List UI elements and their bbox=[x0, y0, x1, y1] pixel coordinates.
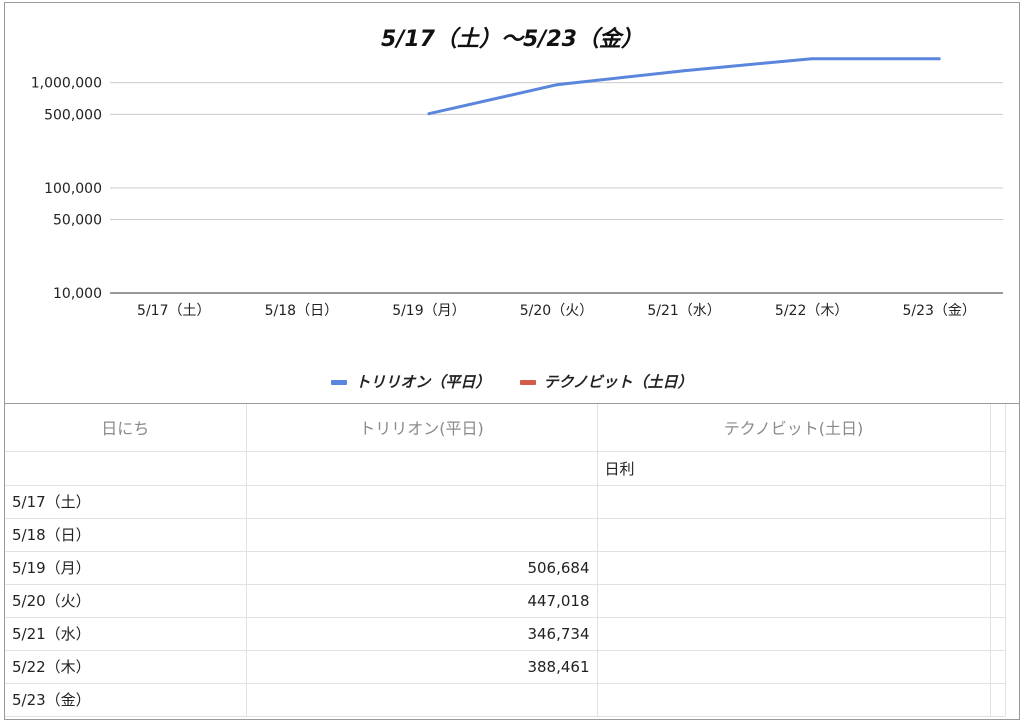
y-tick-label: 1,000,000 bbox=[31, 76, 102, 92]
table-cell[interactable]: 5/19（月） bbox=[5, 551, 247, 585]
table-cell[interactable] bbox=[597, 485, 991, 519]
table-cell[interactable] bbox=[597, 617, 991, 651]
data-point bbox=[555, 83, 558, 87]
chart-plot: 10,000 50,000 100,000 500,000 1,000,000 5/17（… bbox=[31, 57, 1003, 319]
chart-title: 5/17（土）〜5/23（金） bbox=[381, 27, 643, 52]
legend-swatch-technobit bbox=[519, 380, 536, 385]
header-technobit[interactable]: テクノビット(土日) bbox=[597, 404, 991, 452]
y-tick-label: 500,000 bbox=[44, 107, 102, 123]
table-row: 5/17（土） bbox=[5, 485, 1006, 519]
x-tick-label: 5/17（土） bbox=[137, 303, 210, 319]
data-table: 日にち トリリオン(平日) テクノビット(土日) 日利 5/17（土） 5/18（… bbox=[5, 403, 1019, 717]
table-row: 5/21（水） 346,734 bbox=[5, 617, 1006, 651]
x-tick-label: 5/19（月） bbox=[392, 303, 465, 319]
table-cell[interactable]: 5/23（金） bbox=[5, 683, 247, 717]
table-row: 5/19（月） 506,684 bbox=[5, 551, 1006, 585]
x-tick-label: 5/21（水） bbox=[647, 303, 720, 319]
y-tick-label: 10,000 bbox=[53, 286, 102, 302]
chart-legend: トリリオン（平日） テクノビット（土日） bbox=[5, 371, 1019, 392]
table-cell[interactable] bbox=[990, 485, 1006, 519]
y-tick-label: 50,000 bbox=[53, 212, 102, 228]
table-cell[interactable] bbox=[597, 518, 991, 552]
table-cell[interactable] bbox=[990, 584, 1006, 618]
table-cell[interactable]: 346,734 bbox=[246, 617, 598, 651]
x-tick-label: 5/22（木） bbox=[775, 303, 848, 319]
table-row: 5/23（金） bbox=[5, 683, 1006, 717]
table-cell[interactable]: 5/17（土） bbox=[5, 485, 247, 519]
table-cell[interactable] bbox=[990, 617, 1006, 651]
data-point bbox=[682, 69, 686, 73]
spreadsheet-frame: 5/17（土）〜5/23（金） 10,000 50,000 100,000 500,0… bbox=[4, 2, 1020, 720]
header-trillion[interactable]: トリリオン(平日) bbox=[246, 404, 598, 452]
table-cell[interactable]: 506,684 bbox=[246, 551, 598, 585]
table-cell[interactable] bbox=[597, 551, 991, 585]
table-cell[interactable] bbox=[990, 551, 1006, 585]
table-row: 5/18（日） bbox=[5, 518, 1006, 552]
table-row: 5/22（木） 388,461 bbox=[5, 650, 1006, 684]
table-cell[interactable]: 5/20（火） bbox=[5, 584, 247, 618]
table-cell[interactable] bbox=[597, 683, 991, 717]
data-point bbox=[427, 112, 431, 116]
table-cell[interactable] bbox=[990, 451, 1006, 486]
header-date[interactable]: 日にち bbox=[5, 404, 247, 452]
table-subheader-row: 日利 bbox=[5, 451, 1006, 486]
x-tick-label: 5/23（金） bbox=[902, 303, 975, 319]
table-cell[interactable] bbox=[246, 518, 598, 552]
legend-swatch-trillion bbox=[331, 380, 348, 385]
table-header-row: 日にち トリリオン(平日) テクノビット(土日) bbox=[5, 404, 1006, 452]
table-cell[interactable] bbox=[246, 485, 598, 519]
table-cell[interactable]: 5/18（日） bbox=[5, 518, 247, 552]
legend-item-trillion: トリリオン（平日） bbox=[331, 371, 490, 392]
chart[interactable]: 5/17（土）〜5/23（金） 10,000 50,000 100,000 500,0… bbox=[5, 3, 1019, 403]
table-cell[interactable] bbox=[5, 451, 247, 486]
table-cell[interactable] bbox=[990, 518, 1006, 552]
table-cell[interactable] bbox=[246, 451, 598, 486]
table-cell[interactable] bbox=[246, 683, 598, 717]
legend-item-technobit: テクノビット（土日） bbox=[519, 371, 693, 392]
table-cell[interactable] bbox=[990, 650, 1006, 684]
table-row: 5/20（火） 447,018 bbox=[5, 584, 1006, 618]
table-cell[interactable]: 5/21（水） bbox=[5, 617, 247, 651]
header-empty[interactable] bbox=[990, 404, 1006, 452]
data-point bbox=[810, 57, 814, 61]
legend-label-trillion: トリリオン（平日） bbox=[355, 373, 491, 391]
table-cell[interactable] bbox=[597, 650, 991, 684]
x-tick-label: 5/18（日） bbox=[265, 303, 338, 319]
table-cell[interactable]: 388,461 bbox=[246, 650, 598, 684]
table-cell[interactable]: 447,018 bbox=[246, 584, 598, 618]
table-cell[interactable] bbox=[597, 584, 991, 618]
table-cell[interactable] bbox=[990, 683, 1006, 717]
data-point bbox=[937, 57, 941, 61]
legend-label-technobit: テクノビット（土日） bbox=[543, 373, 693, 391]
series-line-0 bbox=[428, 57, 940, 116]
x-tick-label: 5/20（火） bbox=[520, 303, 593, 319]
y-tick-label: 100,000 bbox=[44, 181, 102, 197]
subheader-daily-profit[interactable]: 日利 bbox=[597, 451, 991, 486]
table-cell[interactable]: 5/22（木） bbox=[5, 650, 247, 684]
